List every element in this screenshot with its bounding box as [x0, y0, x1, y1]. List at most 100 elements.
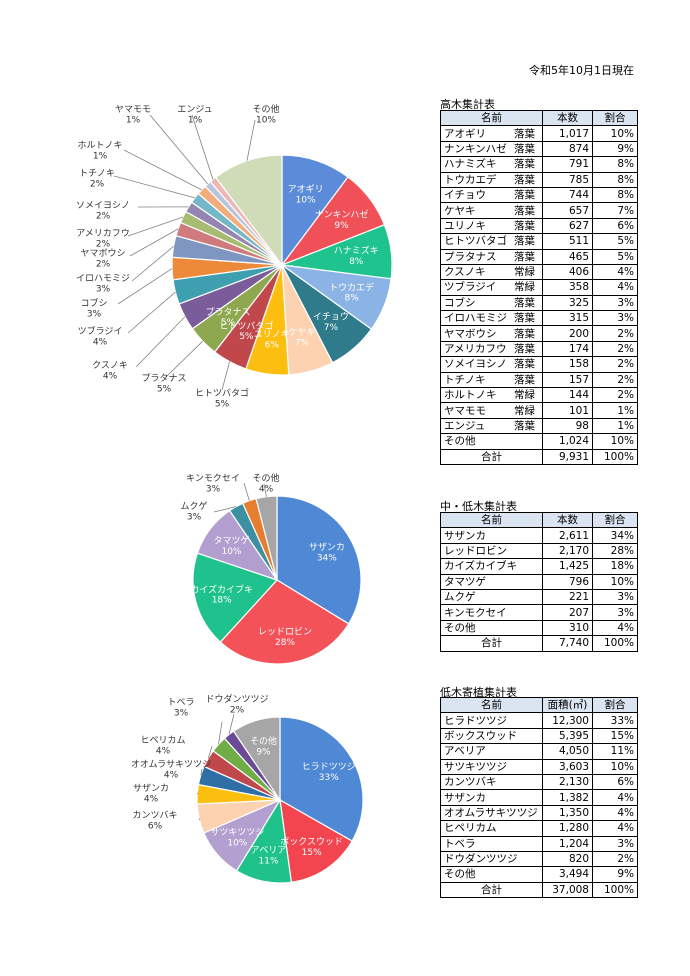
ratio-cell: 8%: [592, 156, 638, 173]
count-cell: 796: [542, 573, 593, 590]
count-cell: 2,170: [542, 542, 593, 560]
count-cell: 657: [542, 202, 593, 219]
total-ratio: 100%: [592, 635, 638, 652]
leader-line: [213, 506, 237, 513]
total-row: 合計 9,931 100%: [440, 448, 638, 465]
name-cell: カンツバキ: [440, 773, 543, 791]
leaf-type: 落葉: [514, 219, 535, 232]
tree-name: ナンキンハゼ: [444, 142, 507, 155]
leaf-type: 落葉: [514, 189, 535, 202]
tree-name: ソメイヨシノ: [444, 358, 507, 371]
leaf-type: 落葉: [514, 343, 535, 356]
table-row: アメリカフウ 落葉 174 2%: [440, 340, 638, 358]
ratio-cell: 33%: [592, 712, 638, 729]
column-header: 本数: [542, 109, 593, 127]
leader-line: [149, 114, 208, 185]
ratio-cell: 4%: [592, 619, 638, 637]
ratio-cell: 11%: [592, 743, 638, 760]
total-label: 合計: [440, 881, 543, 899]
tree-name: サザンカ: [444, 791, 486, 804]
pie-slice: [279, 798, 353, 883]
tree-name: トベラ: [444, 837, 476, 850]
ratio-cell: 4%: [592, 804, 638, 822]
name-cell: タマツゲ: [440, 573, 543, 590]
tree-name: ツブラジイ: [444, 281, 497, 294]
table-row: ツブラジイ 常緑 358 4%: [440, 279, 638, 296]
ratio-cell: 10%: [592, 433, 638, 450]
tree-name: エンジュ: [444, 420, 486, 432]
tree-name: ヒラドツツジ: [444, 714, 507, 727]
slice-label: アオギリ 10%: [288, 184, 324, 205]
name-cell: ツブラジイ 常緑: [440, 279, 543, 296]
count-cell: 744: [542, 186, 593, 204]
ratio-cell: 2%: [592, 356, 638, 373]
total-row: 合計 7,740 100%: [440, 635, 638, 652]
leaf-type: 落葉: [514, 358, 535, 371]
leader-line: [129, 228, 179, 257]
column-header: 割合: [592, 109, 638, 127]
ratio-cell: 2%: [592, 340, 638, 358]
count-cell: 791: [542, 156, 593, 173]
tree-name: サツキツツジ: [444, 760, 507, 773]
column-header: 名前: [440, 511, 543, 529]
name-cell: アメリカフウ 落葉: [440, 340, 543, 358]
ratio-cell: 15%: [592, 727, 638, 745]
name-cell: カイズカイブキ: [440, 558, 543, 575]
table-row: ボックスウッド 5,395 15%: [440, 727, 638, 745]
table-row: その他 1,024 10%: [440, 433, 638, 450]
name-cell: トウカエデ 落葉: [440, 171, 543, 188]
slice-label: キンモクセイ 3%: [186, 473, 240, 494]
ratio-cell: 7%: [592, 202, 638, 219]
table-header-row: 名前 面積(㎡) 割合: [440, 696, 638, 714]
leaf-type: 常緑: [514, 281, 535, 294]
table-row: ヒラドツツジ 12,300 33%: [440, 712, 638, 729]
name-cell: サツキツツジ: [440, 758, 543, 775]
count-cell: 4,050: [542, 743, 593, 760]
slice-label: トウカエデ 8%: [329, 281, 374, 303]
slice-label: イロハモミジ 3%: [76, 274, 130, 294]
name-cell: ヤマモモ 常緑: [440, 402, 543, 419]
tree-name: クスノキ: [444, 266, 486, 279]
tree-name: サザンカ: [444, 529, 486, 542]
tree-name: アオギリ: [444, 127, 486, 140]
leaf-type: 落葉: [514, 127, 535, 140]
count-cell: 98: [542, 417, 593, 435]
count-cell: 1,024: [542, 433, 593, 450]
ratio-cell: 1%: [592, 402, 638, 419]
table-row: ムクゲ 221 3%: [440, 588, 638, 606]
name-cell: ボックスウッド: [440, 727, 543, 745]
name-cell: ホルトノキ 常緑: [440, 387, 543, 404]
name-cell: ヒラドツツジ: [440, 712, 543, 729]
ratio-cell: 4%: [592, 820, 638, 837]
leader-line: [221, 361, 230, 391]
leader-line: [127, 291, 176, 334]
slice-label: トベラ 3%: [167, 697, 194, 718]
count-cell: 1,017: [542, 125, 593, 142]
tree-name: ヒトツバタゴ: [444, 235, 507, 248]
ratio-cell: 1%: [592, 417, 638, 435]
table-header-row: 名前 本数 割合: [440, 109, 638, 127]
tree-name: その他: [444, 435, 476, 448]
slice-label: その他 4%: [252, 472, 279, 494]
tall-table-title: 高木集計表: [440, 98, 495, 111]
ratio-cell: 4%: [592, 279, 638, 296]
name-cell: ナンキンハゼ 落葉: [440, 140, 543, 158]
count-cell: 511: [542, 233, 593, 250]
slice-label: カイズカイブキ 18%: [190, 583, 253, 605]
name-cell: プラタナス 落葉: [440, 248, 543, 265]
total-label: 合計: [440, 448, 543, 465]
ratio-cell: 3%: [592, 310, 638, 327]
tree-name: ケヤキ: [444, 204, 476, 217]
pie-slice: [281, 154, 349, 267]
tree-name: ヒペリカム: [444, 822, 497, 835]
tree-name: ボックスウッド: [444, 729, 518, 742]
ratio-cell: 9%: [592, 866, 638, 883]
ratio-cell: 6%: [592, 773, 638, 791]
leaf-type: 落葉: [514, 158, 535, 171]
leader-line: [127, 216, 184, 237]
name-cell: ヤマボウシ 落葉: [440, 325, 543, 342]
tree-name: その他: [444, 868, 476, 881]
table-row: サツキツツジ 3,603 10%: [440, 758, 638, 775]
ratio-cell: 3%: [592, 604, 638, 621]
